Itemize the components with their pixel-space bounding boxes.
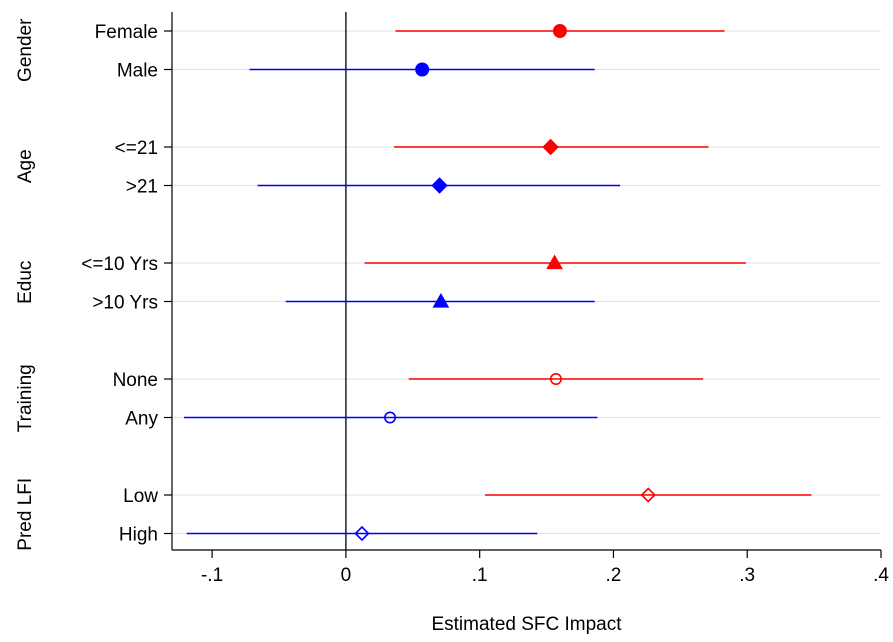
row-label: Male	[117, 61, 158, 82]
row-label: Female	[95, 22, 158, 43]
row-label: <=21	[115, 138, 158, 159]
point-marker	[432, 292, 450, 308]
x-tick-label: .2	[606, 565, 622, 586]
row-label: >21	[126, 177, 158, 198]
group-label-training: Training	[15, 364, 36, 432]
point-marker	[549, 372, 562, 385]
row-label: Any	[125, 409, 158, 430]
point-marker	[640, 487, 656, 503]
x-tick-label: .4	[873, 565, 889, 586]
point-marker	[542, 138, 559, 156]
row-label: Low	[123, 486, 158, 507]
row-label: None	[113, 370, 158, 391]
row-label: High	[119, 525, 158, 546]
x-axis-title: Estimated SFC Impact	[431, 614, 622, 635]
group-label-pred-lfi: Pred LFI	[15, 478, 36, 551]
group-label-gender: Gender	[15, 18, 36, 82]
row-label: >10 Yrs	[92, 293, 158, 314]
x-tick-label: .3	[739, 565, 755, 586]
group-label-age: Age	[15, 149, 36, 183]
point-marker	[354, 525, 370, 542]
row-label: <=10 Yrs	[81, 254, 158, 275]
x-tick-label: 0	[341, 565, 352, 586]
x-tick-label: -.1	[201, 565, 223, 586]
grid-lines	[172, 30, 881, 535]
point-marker	[552, 24, 567, 38]
point-marker	[431, 177, 448, 194]
x-axis-ticks: -.1 0 .1 .2 .3 .4	[201, 550, 889, 586]
group-label-educ: Educ	[15, 261, 36, 304]
point-marker	[384, 411, 397, 424]
x-tick-label: .1	[472, 565, 488, 586]
point-marker	[546, 254, 563, 270]
estimate-rows: Female Male <=21 >21 <=10 Yrs >10 Yrs None Any L…	[81, 22, 812, 546]
group-labels: Gender Age Educ Training Pred LFI	[15, 18, 36, 551]
point-marker	[415, 62, 430, 77]
